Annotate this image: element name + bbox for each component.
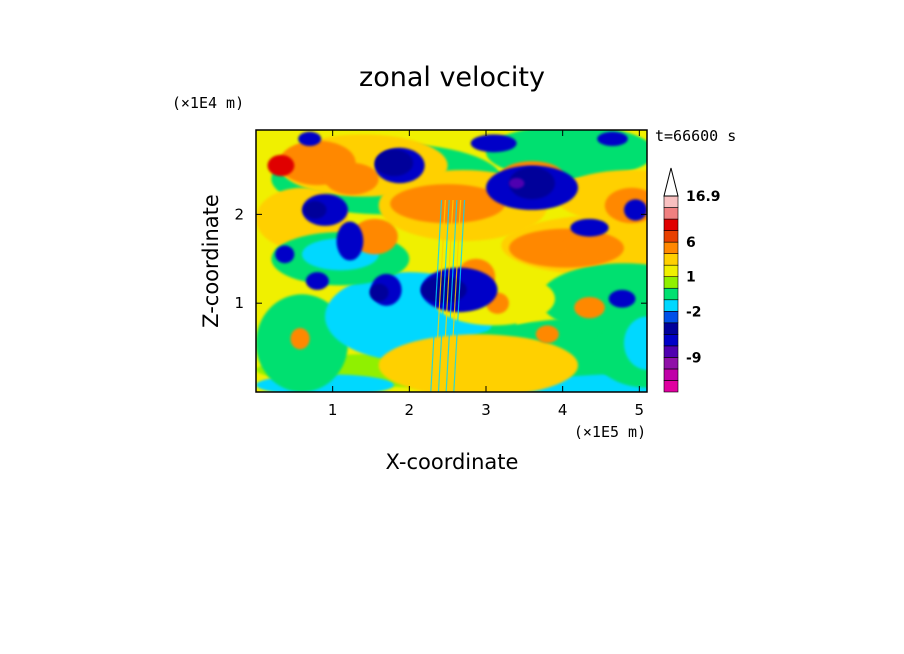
colorbar-segment — [663, 207, 679, 220]
contour-region — [305, 272, 329, 290]
x-tick-label: 4 — [558, 401, 568, 419]
contour-region — [325, 162, 379, 195]
colorbar-segment — [663, 345, 679, 358]
contour-region — [298, 131, 322, 146]
colorbar-label: -2 — [686, 304, 702, 320]
contour-region — [624, 316, 647, 370]
wave-streak — [434, 199, 446, 392]
contour-region — [509, 167, 555, 200]
heatmap-field — [256, 130, 647, 392]
colorbar-segment — [663, 334, 679, 347]
x-tick-label: 1 — [328, 401, 338, 419]
contour-region — [351, 218, 398, 255]
contour-region — [509, 177, 525, 189]
colorbar-segment — [663, 218, 679, 231]
contour-region — [378, 334, 578, 392]
wave-streak — [441, 199, 454, 392]
colorbar-segment — [663, 380, 679, 393]
contour-region — [303, 201, 327, 219]
y-unit-label: (×1E4 m) — [172, 94, 244, 112]
colorbar-segment — [663, 310, 679, 324]
wave-streak — [437, 199, 450, 392]
colorbar-segment — [663, 230, 679, 243]
x-axis: 1 2 3 4 5 — [328, 130, 644, 419]
colorbar-extend-arrow — [663, 167, 679, 197]
colorbar-label: -9 — [686, 350, 702, 366]
colorbar-segment — [663, 287, 679, 301]
wave-streak — [430, 199, 443, 392]
contour-region — [470, 134, 517, 153]
contour-region — [570, 218, 609, 237]
colorbar-label: 16.9 — [686, 189, 721, 205]
x-tick-label: 5 — [635, 401, 645, 419]
contour-region — [574, 296, 605, 319]
colorbar-label: 6 — [686, 235, 696, 251]
colorbar-segment — [663, 264, 679, 278]
time-label: t=66600 s — [655, 127, 736, 145]
colorbar-segment — [663, 195, 679, 208]
y-axis: 12 — [234, 205, 647, 312]
wave-streak — [453, 199, 466, 392]
y-tick-label: 1 — [234, 294, 244, 312]
contour-region — [535, 325, 559, 344]
wave-streak — [449, 199, 462, 392]
colorbar-segment — [663, 241, 679, 254]
contour-region — [290, 328, 310, 350]
colorbar-segment — [663, 276, 679, 289]
contour-region — [369, 283, 389, 302]
colorbar-segment — [663, 368, 679, 381]
colorbar-segment — [663, 253, 679, 266]
contour-region — [374, 149, 414, 177]
plot-frame — [255, 129, 648, 393]
y-axis-label: Z-coordinate — [199, 194, 223, 328]
colorbar: 16.9 6 1 -2 -9 — [663, 167, 721, 393]
contour-region — [267, 154, 295, 177]
chart-title: zonal velocity — [359, 62, 545, 93]
contour-region — [275, 245, 295, 264]
contour-region — [624, 199, 647, 221]
colorbar-segment — [663, 299, 679, 312]
colorbar-segment — [663, 322, 679, 335]
contour-region — [597, 131, 628, 146]
contour-region — [390, 184, 506, 224]
contour-region — [562, 235, 617, 261]
colorbar-label: 1 — [686, 270, 696, 286]
x-tick-label: 3 — [481, 401, 491, 419]
x-axis-label: X-coordinate — [386, 450, 519, 474]
contour-region — [608, 289, 636, 308]
contour-region — [336, 221, 364, 261]
y-tick-label: 2 — [234, 205, 244, 223]
colorbar-segment — [663, 357, 679, 370]
x-tick-label: 2 — [405, 401, 415, 419]
wave-streak — [445, 199, 458, 392]
x-unit-label: (×1E5 m) — [574, 423, 646, 441]
